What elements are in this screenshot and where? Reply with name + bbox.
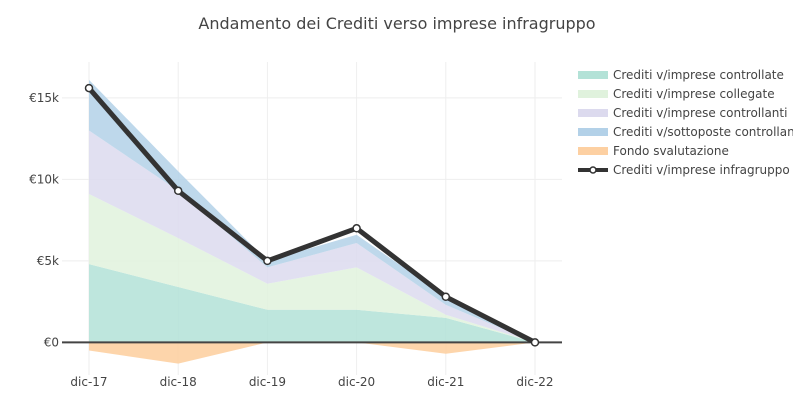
legend[interactable]: Crediti v/imprese controllate Crediti v/i… [578,68,793,177]
legend-item-0[interactable]: Crediti v/imprese controllate [578,68,784,82]
line-series-infragruppo [86,85,538,345]
line-point-0[interactable] [84,83,94,93]
legend-swatch-3 [578,128,608,136]
legend-label-5: Crediti v/imprese infragruppo [613,163,790,177]
line-point-4[interactable] [441,292,451,301]
area-series-group [89,79,535,364]
x-tick-label-5: dic-22 [516,375,553,389]
y-axis: €15k €10k €5k €0 [29,91,59,350]
line-point-1[interactable] [173,186,183,196]
line-point-3[interactable] [352,224,361,233]
legend-item-2[interactable]: Crediti v/imprese controllanti [578,106,787,120]
area-series-0 [89,264,535,343]
total-line-group [84,83,540,347]
area-series-2 [89,130,535,343]
y-tick-label-0: €15k [29,91,59,105]
legend-swatch-2 [578,109,608,117]
x-tick-label-0: dic-17 [70,375,107,389]
y-tick-label-3: €0 [44,335,59,349]
legend-label-4: Fondo svalutazione [613,144,729,158]
x-tick-label-2: dic-19 [249,375,286,389]
legend-label-3: Crediti v/sottoposte controllanti [613,125,793,139]
legend-label-1: Crediti v/imprese collegate [613,87,775,101]
legend-marker-5 [589,166,597,174]
legend-item-1[interactable]: Crediti v/imprese collegate [578,87,775,101]
legend-swatch-1 [578,90,608,98]
chart-title: Andamento dei Crediti verso imprese infr… [198,14,595,33]
x-tick-label-1: dic-18 [160,375,197,389]
area-fondo-svalutazione [89,342,535,364]
y-tick-label-2: €5k [37,254,59,268]
area-series-1 [89,194,535,343]
x-axis: dic-17 dic-18 dic-19 dic-20 dic-21 dic-22 [70,375,553,389]
legend-item-5[interactable]: Crediti v/imprese infragruppo [578,163,790,177]
legend-item-3[interactable]: Crediti v/sottoposte controllanti [578,125,793,139]
line-point-5[interactable] [530,338,540,347]
y-tick-label-1: €10k [29,172,59,186]
x-tick-label-4: dic-21 [427,375,464,389]
line-point-2[interactable] [263,256,272,266]
legend-swatch-4 [578,147,608,155]
legend-item-4[interactable]: Fondo svalutazione [578,144,729,158]
legend-swatch-0 [578,71,608,79]
legend-label-2: Crediti v/imprese controllanti [613,106,787,120]
x-tick-label-3: dic-20 [338,375,375,389]
legend-label-0: Crediti v/imprese controllate [613,68,784,82]
